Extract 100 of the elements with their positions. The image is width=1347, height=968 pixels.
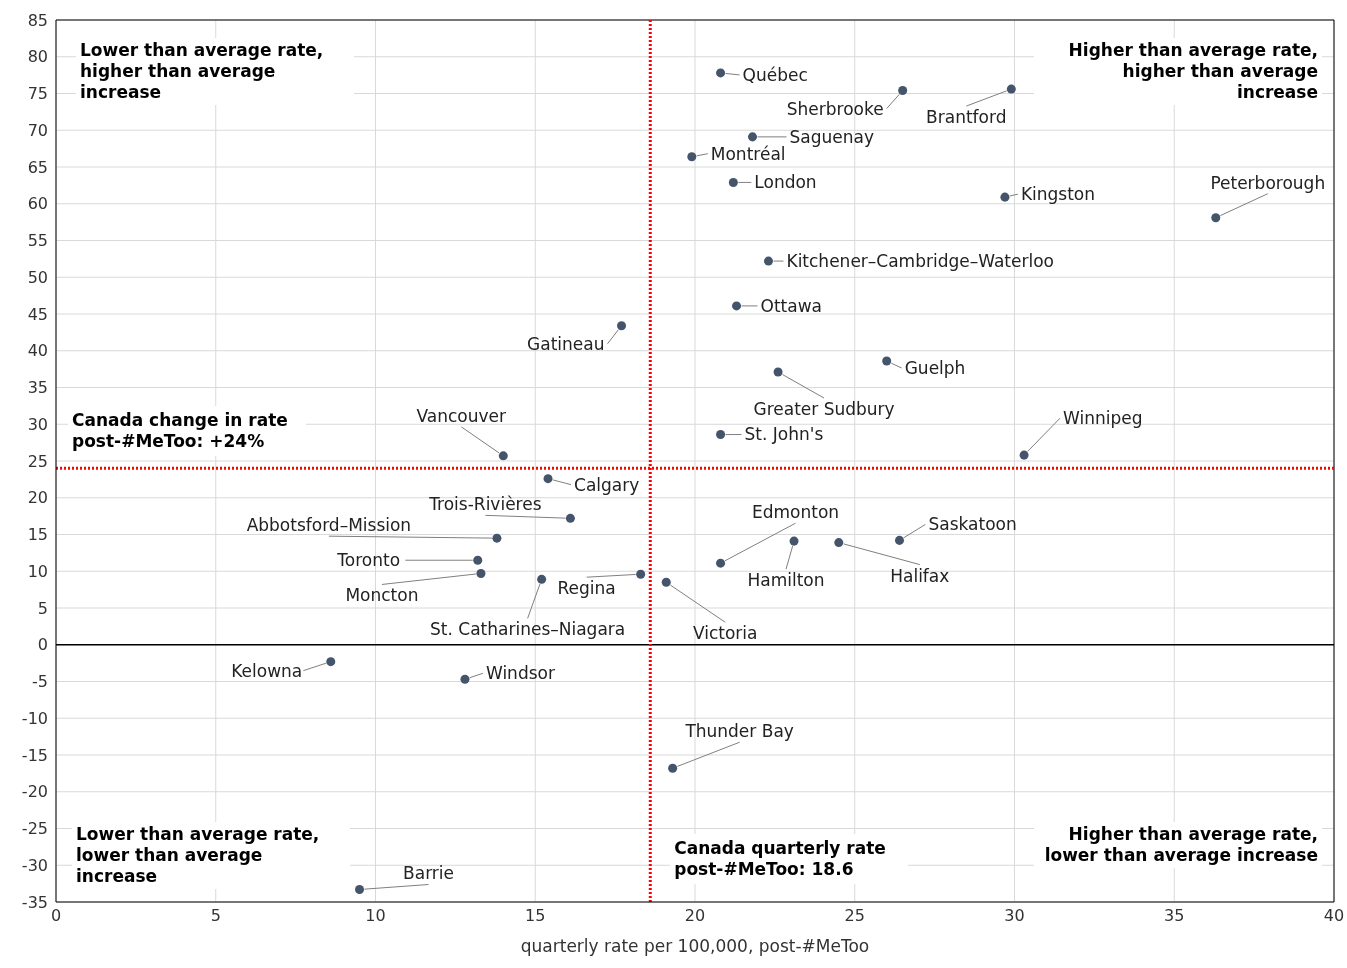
annotation: Kingston xyxy=(1020,184,1096,205)
annotation: Barrie xyxy=(403,863,454,884)
point xyxy=(565,513,575,523)
x-tick-label: 30 xyxy=(1004,906,1025,926)
y-tick-label: 65 xyxy=(27,157,48,177)
annotation: Moncton xyxy=(345,585,419,606)
y-tick-label: 55 xyxy=(27,231,48,251)
x-tick-label: 20 xyxy=(684,906,706,926)
annotation: Lower than average rate, lower than average increase xyxy=(72,822,350,889)
y-tick-label: -15 xyxy=(21,745,48,765)
y-tick-label: 25 xyxy=(27,451,48,471)
annotation: Saguenay xyxy=(789,126,875,147)
x-tick-label: 40 xyxy=(1323,906,1345,926)
y-tick-label: -5 xyxy=(32,672,48,692)
annotation: Thunder Bay xyxy=(684,721,794,742)
point xyxy=(636,569,646,579)
x-axis-title: quarterly rate per 100,000, post-#MeToo xyxy=(520,936,870,956)
x-tick-label: 15 xyxy=(525,906,546,926)
annotation: St. Catharines–Niagara xyxy=(430,619,626,640)
annotation: Peterborough xyxy=(1210,172,1326,193)
y-tick-label: -35 xyxy=(21,892,48,912)
point xyxy=(716,430,726,440)
annotation: Saskatoon xyxy=(928,514,1017,535)
point xyxy=(834,538,844,548)
annotation: Québec xyxy=(742,64,808,85)
annotation: Windsor xyxy=(485,663,555,684)
annotation: Higher than average rate, higher than average increase xyxy=(1034,38,1322,105)
y-tick-label: 35 xyxy=(27,378,48,398)
annotation: Victoria xyxy=(692,623,758,644)
y-tick-label: -25 xyxy=(21,819,48,839)
point xyxy=(882,356,892,366)
point xyxy=(476,568,486,578)
y-tick-label: 75 xyxy=(27,84,48,104)
annotation: Brantford xyxy=(926,107,1007,128)
point xyxy=(763,256,773,266)
point xyxy=(748,132,758,142)
annotation: London xyxy=(754,172,817,193)
x-tick-label: 0 xyxy=(50,906,62,926)
y-tick-label: 5 xyxy=(37,598,48,618)
y-tick-label: 10 xyxy=(27,561,48,581)
point xyxy=(1019,450,1029,460)
point xyxy=(894,535,904,545)
annotation: Vancouver xyxy=(416,405,507,426)
y-tick-label: 85 xyxy=(27,10,48,30)
point xyxy=(716,558,726,568)
point xyxy=(661,577,671,587)
x-tick-label: 25 xyxy=(844,906,865,926)
annotation: Calgary xyxy=(574,474,640,495)
y-tick-label: -20 xyxy=(21,782,48,802)
annotation: St. John's xyxy=(744,424,824,445)
annotation: Abbotsford–Mission xyxy=(246,515,412,536)
point xyxy=(498,451,508,461)
point xyxy=(687,152,697,162)
y-tick-label: -10 xyxy=(21,708,48,728)
annotation: Higher than average rate, lower than average increase xyxy=(1034,822,1322,868)
point xyxy=(355,885,365,895)
y-tick-label: 20 xyxy=(27,488,48,508)
point xyxy=(898,86,908,96)
y-tick-label: 40 xyxy=(27,341,48,361)
annotation: Greater Sudbury xyxy=(753,399,895,420)
point xyxy=(617,321,627,331)
point xyxy=(326,657,336,667)
point xyxy=(732,301,742,311)
annotation: Lower than average rate, higher than average increase xyxy=(76,38,354,105)
point xyxy=(716,68,726,78)
point xyxy=(1000,192,1010,202)
y-tick-label: 45 xyxy=(27,304,48,324)
annotation: Sherbrooke xyxy=(786,98,884,119)
point xyxy=(537,574,547,584)
x-tick-label: 10 xyxy=(365,906,386,926)
point xyxy=(668,763,678,773)
y-tick-label: 60 xyxy=(27,194,48,214)
ref-line-label: Canada change in rate post-#MeToo: +24% xyxy=(68,406,306,457)
x-tick-label: 35 xyxy=(1164,906,1185,926)
y-tick-label: -30 xyxy=(21,855,48,875)
point xyxy=(728,177,738,187)
point xyxy=(492,533,502,543)
y-tick-label: 0 xyxy=(37,635,48,655)
point xyxy=(473,555,483,565)
annotation: Montréal xyxy=(710,143,786,164)
annotation: Trois-Rivières xyxy=(428,494,542,515)
annotation: Ottawa xyxy=(760,295,822,316)
annotation: Regina xyxy=(557,578,616,599)
annotation: Kelowna xyxy=(231,660,303,681)
y-tick-label: 80 xyxy=(27,47,48,67)
annotation: Gatineau xyxy=(527,333,605,354)
ref-line-label: Canada quarterly rate post-#MeToo: 18.6 xyxy=(670,834,909,884)
annotation: Kitchener–Cambridge–Waterloo xyxy=(786,251,1054,272)
y-tick-label: 15 xyxy=(27,525,48,545)
annotation: Halifax xyxy=(890,565,950,586)
annotation: Toronto xyxy=(336,550,401,571)
point xyxy=(1211,213,1221,223)
point xyxy=(789,536,799,546)
x-tick-label: 5 xyxy=(210,906,221,926)
annotation: Hamilton xyxy=(747,570,825,591)
point xyxy=(773,367,783,377)
y-tick-label: 70 xyxy=(27,120,48,140)
annotation: Guelph xyxy=(904,357,966,378)
y-tick-label: 30 xyxy=(27,414,48,434)
point xyxy=(543,474,553,484)
